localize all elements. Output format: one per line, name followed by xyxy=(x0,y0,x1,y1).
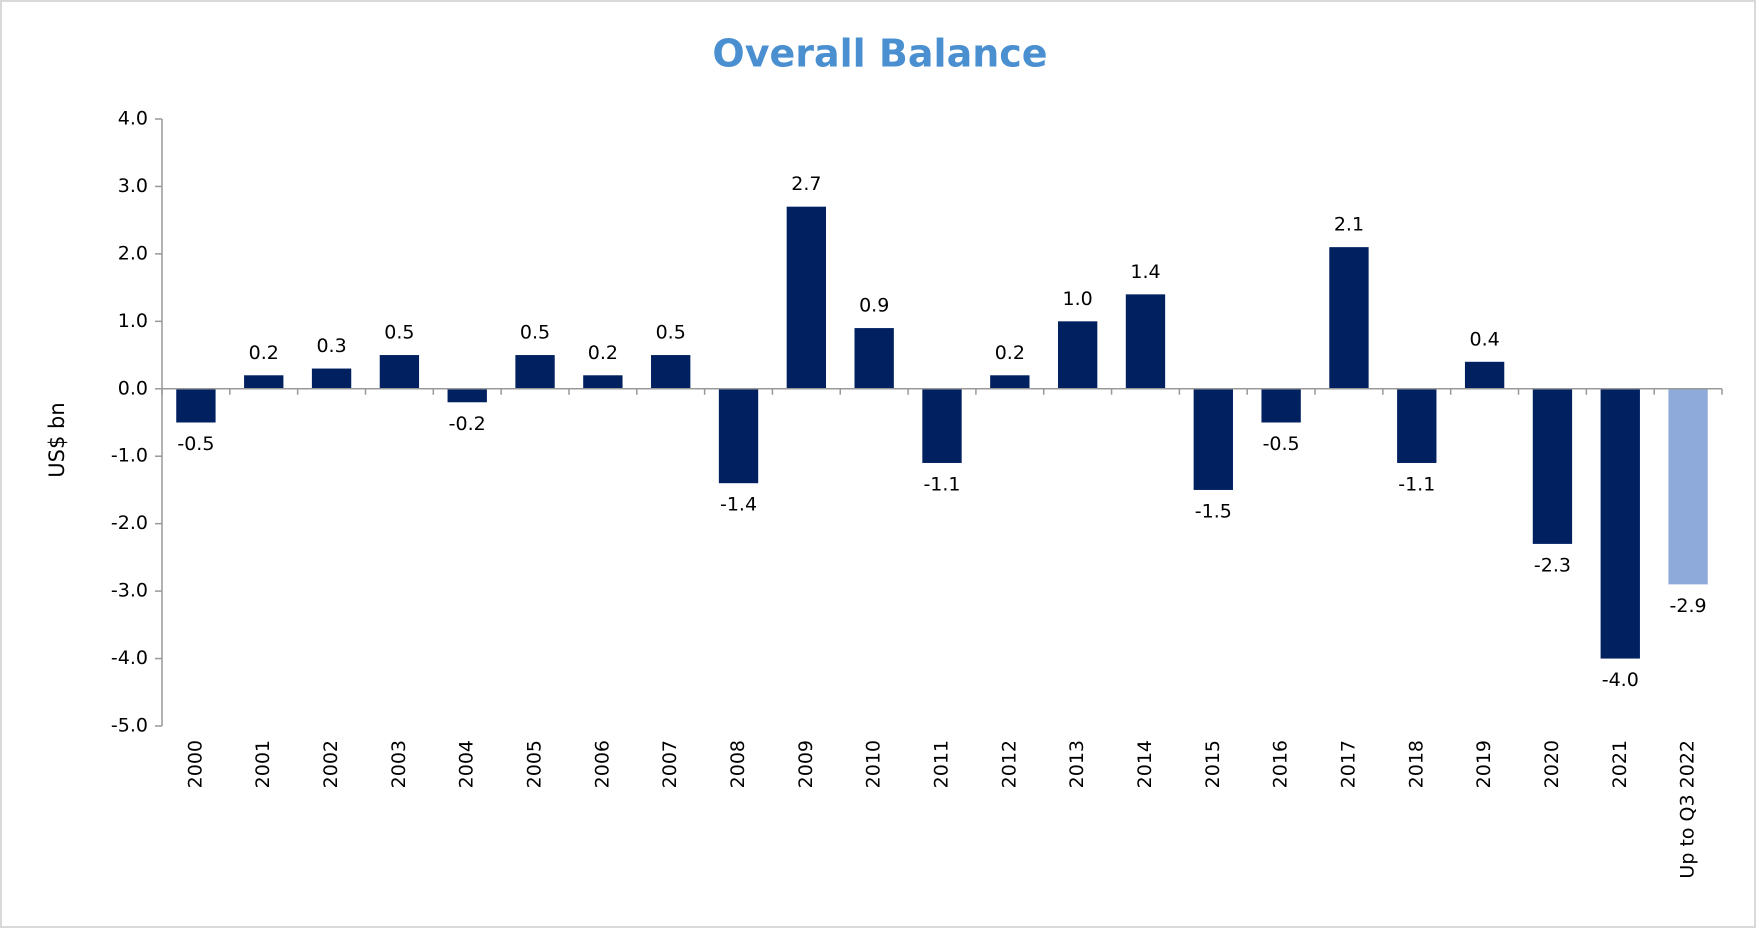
bar xyxy=(1329,247,1369,389)
bar xyxy=(786,206,827,389)
bar xyxy=(1193,388,1233,490)
bar xyxy=(447,388,487,403)
chart-title: Overall Balance xyxy=(712,32,1047,76)
data-label: -1.1 xyxy=(1398,473,1435,495)
x-tick-label: 2010 xyxy=(863,740,885,788)
data-label: 0.5 xyxy=(656,322,686,344)
bar xyxy=(176,388,216,423)
y-tick-label: -4.0 xyxy=(111,647,148,669)
data-label: 0.5 xyxy=(384,322,414,344)
bar xyxy=(1125,294,1166,389)
y-axis-label: US$ bn xyxy=(45,402,69,477)
data-label: 1.0 xyxy=(1063,288,1093,310)
bar xyxy=(379,355,420,389)
data-label: -2.3 xyxy=(1534,554,1571,576)
data-label: -0.5 xyxy=(1263,433,1300,455)
bar xyxy=(515,355,555,389)
y-tick-label: -5.0 xyxy=(111,715,148,737)
x-tick-label: 2006 xyxy=(591,740,613,788)
data-label: 2.7 xyxy=(791,173,821,195)
y-tick-label: -1.0 xyxy=(111,445,148,467)
x-tick-label: 2001 xyxy=(252,740,274,788)
bar xyxy=(990,375,1030,389)
bar xyxy=(244,375,284,389)
bar xyxy=(1668,388,1708,585)
data-label: 0.5 xyxy=(520,322,550,344)
x-tick-label: 2002 xyxy=(320,740,342,788)
bar xyxy=(1532,388,1573,544)
x-tick-label: 2017 xyxy=(1337,740,1359,788)
x-tick-label: 2019 xyxy=(1473,740,1495,788)
data-label: 0.4 xyxy=(1469,328,1499,350)
x-tick-label: 2000 xyxy=(184,740,206,788)
data-label: 2.1 xyxy=(1334,214,1364,236)
x-tick-label: 2007 xyxy=(659,740,681,788)
data-label: -1.5 xyxy=(1195,500,1232,522)
y-tick-label: 2.0 xyxy=(118,242,148,264)
data-label: 1.4 xyxy=(1130,261,1160,283)
x-tick-label: 2011 xyxy=(931,740,953,788)
y-tick-label: 4.0 xyxy=(118,108,148,130)
data-label: -4.0 xyxy=(1602,669,1639,691)
bar xyxy=(718,388,759,484)
bar xyxy=(1397,388,1437,463)
data-label: 0.9 xyxy=(859,295,889,317)
bar xyxy=(583,375,623,389)
x-tick-label: Up to Q3 2022 xyxy=(1677,740,1699,879)
data-label: 0.2 xyxy=(588,342,618,364)
x-tick-label: 2018 xyxy=(1405,740,1427,788)
data-label: -1.4 xyxy=(720,494,757,516)
x-tick-label: 2014 xyxy=(1134,740,1156,788)
bar xyxy=(1057,321,1098,389)
data-label: -2.9 xyxy=(1670,595,1707,617)
x-tick-label: 2009 xyxy=(795,740,817,788)
x-tick-label: 2005 xyxy=(524,740,546,788)
bar xyxy=(1464,361,1505,389)
data-label: -0.5 xyxy=(177,433,214,455)
data-label: -1.1 xyxy=(923,473,960,495)
bar xyxy=(311,368,352,389)
bar xyxy=(1261,388,1301,423)
x-tick-label: 2008 xyxy=(727,740,749,788)
data-label: 0.2 xyxy=(995,342,1025,364)
bar xyxy=(1600,388,1640,659)
x-tick-label: 2020 xyxy=(1541,740,1563,788)
x-tick-label: 2003 xyxy=(388,740,410,788)
y-tick-label: 0.0 xyxy=(118,377,148,399)
x-tick-label: 2015 xyxy=(1202,740,1224,788)
data-label: -0.2 xyxy=(449,413,486,435)
data-label: 0.2 xyxy=(249,342,279,364)
data-label: 0.3 xyxy=(316,335,346,357)
bar xyxy=(651,355,691,389)
y-tick-label: 3.0 xyxy=(118,175,148,197)
x-tick-label: 2021 xyxy=(1609,740,1631,788)
x-tick-label: 2013 xyxy=(1066,740,1088,788)
y-tick-label: -3.0 xyxy=(111,580,148,602)
x-tick-label: 2016 xyxy=(1270,740,1292,788)
x-tick-label: 2012 xyxy=(998,740,1020,788)
bar xyxy=(854,328,894,389)
bar xyxy=(922,388,962,463)
y-tick-label: 1.0 xyxy=(118,310,148,332)
y-tick-label: -2.0 xyxy=(111,512,148,534)
x-tick-label: 2004 xyxy=(456,740,478,788)
